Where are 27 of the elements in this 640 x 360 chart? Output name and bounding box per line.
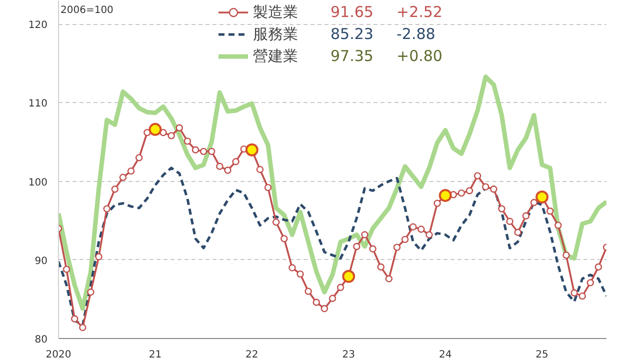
point: [342, 270, 356, 283]
annotation: 97.35: [330, 47, 374, 65]
y-tick-label: 110: [28, 98, 48, 110]
x-tick-label: 22: [246, 350, 258, 360]
y-axis-title: 2006=100: [60, 5, 114, 16]
x-tick-label: 23: [342, 350, 355, 360]
annotation: +0.80: [396, 47, 442, 65]
x-tick-label: 24: [438, 350, 452, 360]
x-tick-label: 21: [148, 350, 162, 360]
y-tick-label: 100: [28, 177, 48, 188]
line-series: [58, 74, 606, 311]
point: [245, 143, 258, 156]
legend-label: 製造業: [253, 2, 298, 22]
y-tick-label: 120: [28, 20, 48, 32]
y-tick-label: 90: [34, 256, 48, 267]
point: [438, 188, 452, 202]
annotation: 91.65: [330, 3, 374, 21]
legend-label: 營建業: [253, 46, 298, 66]
legend-label: 服務業: [253, 24, 298, 44]
x-tick-label: 25: [536, 350, 548, 360]
point: [148, 122, 162, 136]
annotation: 85.23: [330, 25, 374, 43]
annotation: +2.52: [396, 3, 442, 21]
y-tick-label: 80: [34, 334, 48, 346]
annotation: -2.88: [396, 25, 436, 43]
x-tick-label: 2020: [46, 350, 72, 360]
point: [536, 190, 549, 204]
